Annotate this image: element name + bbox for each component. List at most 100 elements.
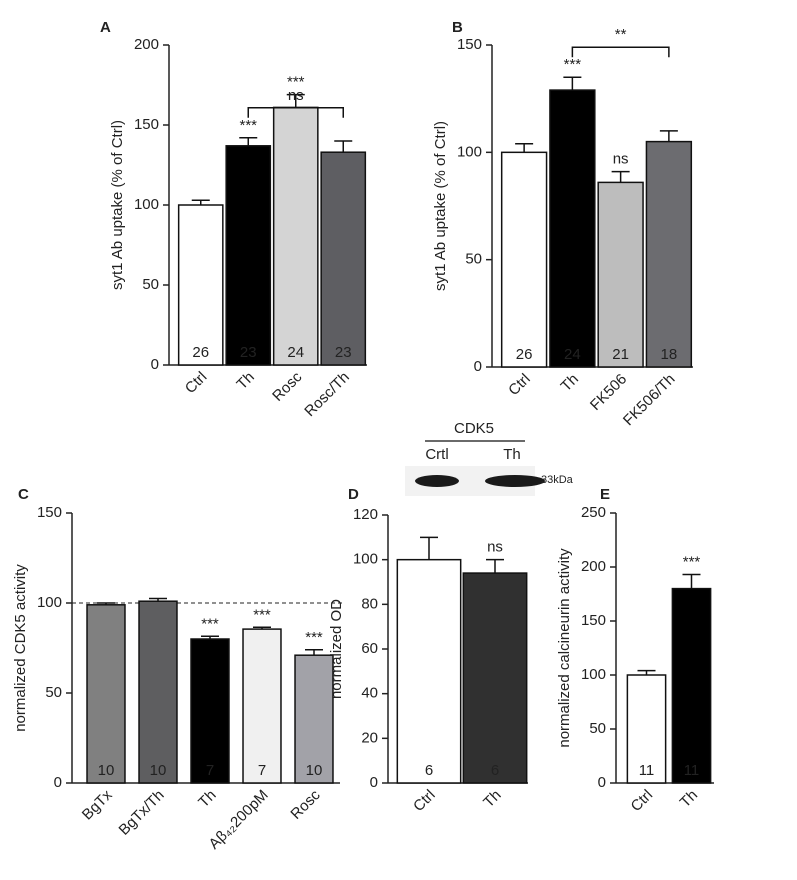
panel-label: B xyxy=(452,19,463,36)
x-tick-label: FK506/Th xyxy=(620,371,679,430)
x-tick-label: Rosc xyxy=(269,368,306,405)
count-label: 6 xyxy=(425,762,433,779)
bar xyxy=(500,151,548,368)
count-label: 7 xyxy=(206,762,214,779)
count-label: 24 xyxy=(287,344,304,361)
error-bar xyxy=(253,626,271,630)
x-tick-label: Rosc xyxy=(287,786,324,823)
y-tick-label: 200 xyxy=(581,558,606,575)
error-bar xyxy=(201,635,219,639)
bar xyxy=(272,106,319,366)
count-label: 23 xyxy=(240,344,257,361)
blot-band xyxy=(415,475,459,487)
bar xyxy=(225,145,272,366)
x-tick-label: Th xyxy=(558,371,582,395)
y-tick-label: 100 xyxy=(134,196,159,213)
x-tick-label: Th xyxy=(195,787,219,811)
count-label: 10 xyxy=(98,762,115,779)
error-bar xyxy=(97,602,115,605)
y-tick-label: 60 xyxy=(361,640,378,657)
count-label: 26 xyxy=(516,346,533,363)
bar xyxy=(549,89,596,368)
panel: D 0 20 40 60 80 100 120 normalized OD 6 Ctrl 6 Th ns C… xyxy=(328,420,574,815)
y-tick-label: 40 xyxy=(361,685,378,702)
error-bar xyxy=(334,140,353,153)
y-tick-label: 0 xyxy=(474,358,482,375)
y-tick-label: 150 xyxy=(134,116,159,133)
y-tick-label: 50 xyxy=(589,720,606,737)
panel: E 0 50 100 150 200 250 normalized calcineurin a… xyxy=(556,486,714,815)
panel-label: E xyxy=(600,486,610,503)
bar xyxy=(242,628,282,784)
bracket xyxy=(571,46,670,58)
blot-title: CDK5 xyxy=(454,420,494,437)
y-axis-label: normalized CDK5 activity xyxy=(12,564,29,732)
significance: ns xyxy=(487,539,503,556)
bar xyxy=(462,572,528,784)
blot-band xyxy=(485,475,545,487)
count-label: 23 xyxy=(335,344,352,361)
y-tick-label: 20 xyxy=(361,729,378,746)
count-label: 18 xyxy=(661,346,678,363)
x-tick-label: BgTx xyxy=(79,786,116,823)
significance: *** xyxy=(305,629,323,646)
x-tick-label: Th xyxy=(480,787,504,811)
error-bar xyxy=(659,130,678,142)
x-tick-label: Ctrl xyxy=(182,369,211,398)
error-bar xyxy=(682,573,701,589)
panel: B 0 50 100 150 syt1 Ab uptake (% of Ctrl) 26 Ct… xyxy=(432,19,693,429)
x-tick-label: Ctrl xyxy=(410,787,439,816)
blot-lane: Th xyxy=(503,446,521,463)
error-bar xyxy=(611,170,630,183)
y-tick-label: 80 xyxy=(361,595,378,612)
count-label: 11 xyxy=(684,762,700,779)
count-label: 26 xyxy=(192,344,209,361)
x-tick-label: Th xyxy=(233,369,257,393)
y-tick-label: 150 xyxy=(37,504,62,521)
y-tick-label: 0 xyxy=(151,356,159,373)
count-label: 11 xyxy=(639,762,655,779)
y-tick-label: 150 xyxy=(581,612,606,629)
y-tick-label: 200 xyxy=(134,36,159,53)
significance: *** xyxy=(683,554,701,571)
count-label: 24 xyxy=(564,346,581,363)
count-label: 7 xyxy=(258,762,266,779)
bracket-label: ns xyxy=(288,87,304,104)
x-tick-label: Th xyxy=(677,787,701,811)
bar xyxy=(177,204,224,366)
blot-lane: Crtl xyxy=(425,446,448,463)
bar xyxy=(645,140,693,368)
significance: ns xyxy=(613,151,629,168)
panel-label: C xyxy=(18,486,29,503)
y-tick-label: 50 xyxy=(142,276,159,293)
error-bar xyxy=(286,93,305,108)
panel-label: A xyxy=(100,19,111,36)
error-bar xyxy=(515,142,534,153)
y-axis-label: normalized OD xyxy=(328,599,345,699)
y-tick-label: 100 xyxy=(37,594,62,611)
y-tick-label: 0 xyxy=(598,774,606,791)
bar xyxy=(86,604,126,784)
bar xyxy=(190,638,230,784)
error-bar xyxy=(191,199,210,205)
y-axis-label: syt1 Ab uptake (% of Ctrl) xyxy=(109,120,126,290)
y-tick-label: 100 xyxy=(581,666,606,683)
count-label: 10 xyxy=(150,762,167,779)
bar xyxy=(320,151,367,366)
y-tick-label: 250 xyxy=(581,504,606,521)
significance: *** xyxy=(253,606,271,623)
x-tick-label: BgTx/Th xyxy=(116,787,168,839)
x-tick-label: Rosc/Th xyxy=(301,369,353,421)
bar xyxy=(138,600,178,784)
error-bar xyxy=(486,558,504,574)
x-tick-label: Ctrl xyxy=(505,371,534,400)
significance: *** xyxy=(239,117,257,134)
count-label: 10 xyxy=(306,762,323,779)
count-label: 6 xyxy=(491,762,499,779)
error-bar xyxy=(239,137,258,146)
y-tick-label: 150 xyxy=(457,36,482,53)
panel: A 0 50 100 150 200 syt1 Ab uptake (% of Ctrl) 2… xyxy=(100,19,367,420)
